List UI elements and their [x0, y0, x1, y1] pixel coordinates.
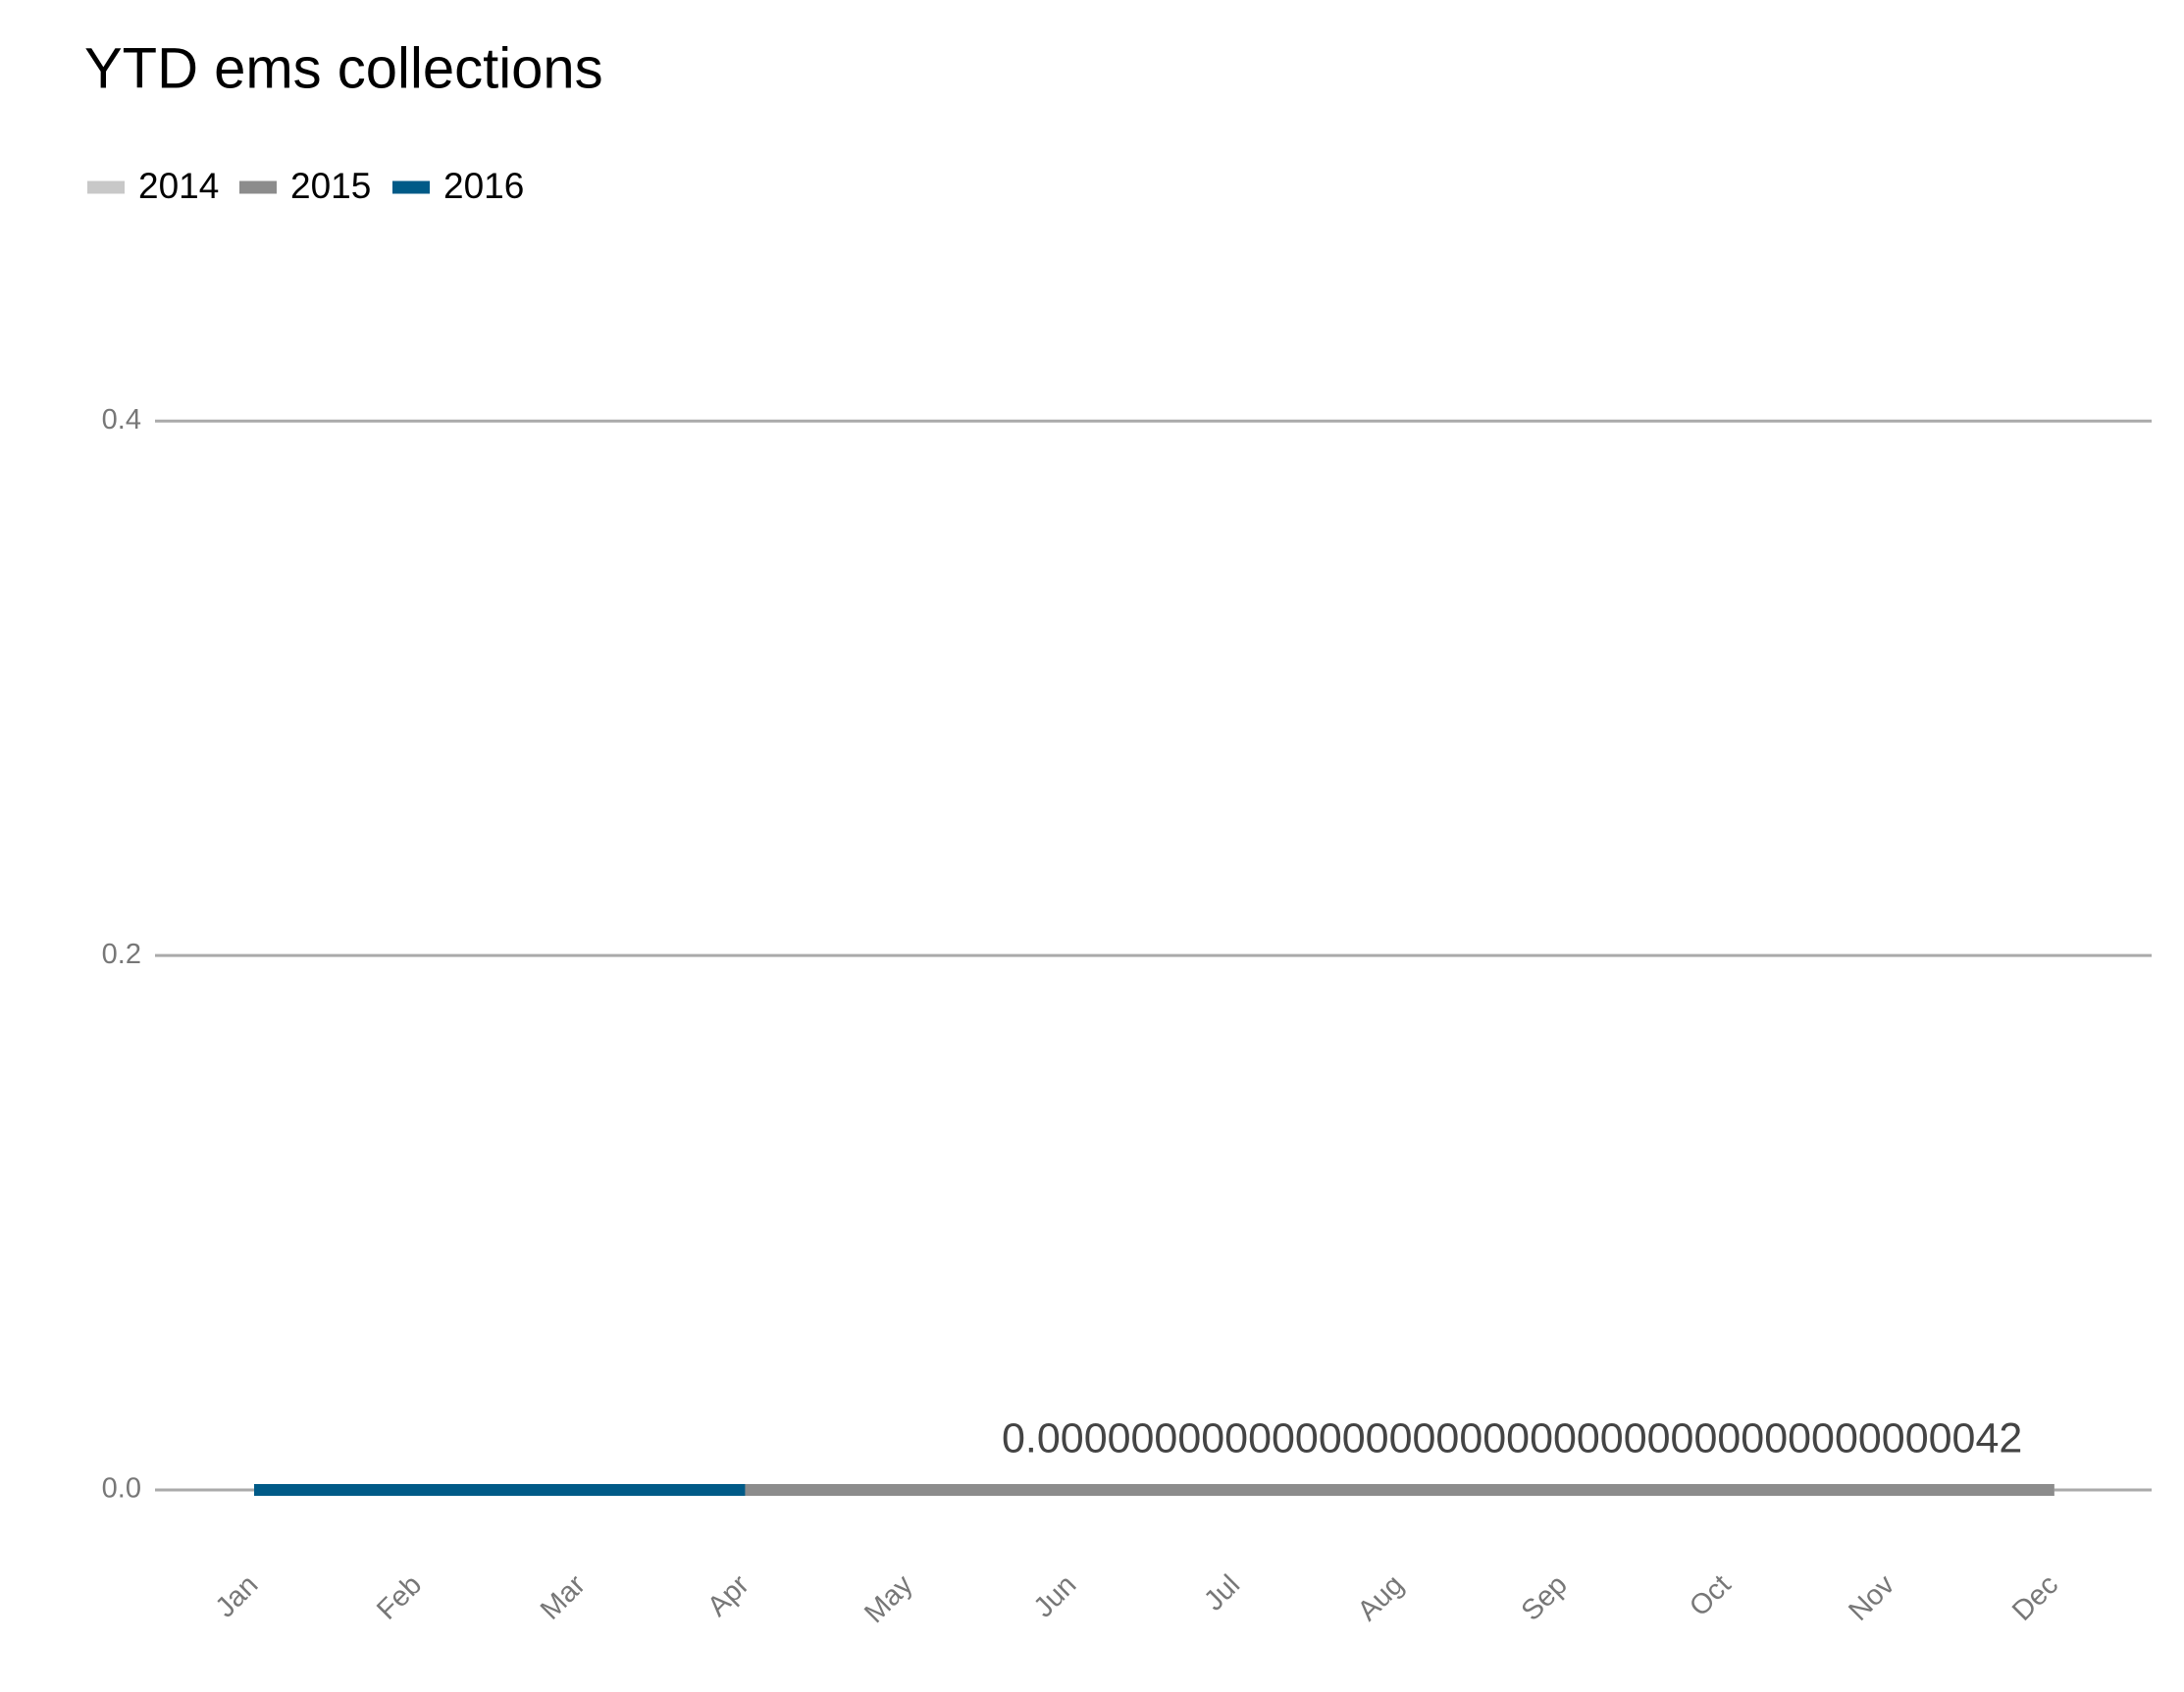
- x-tick-label: Jul: [1198, 1569, 1246, 1617]
- y-tick-label: 0.2: [102, 939, 141, 970]
- legend-label: 2015: [290, 166, 371, 206]
- x-tick-label: Mar: [535, 1569, 592, 1626]
- x-tick-label: Apr: [702, 1569, 755, 1623]
- x-tick-label: Feb: [371, 1569, 428, 1626]
- x-tick-label: Jan: [210, 1569, 265, 1624]
- x-tick-label: Dec: [2006, 1569, 2064, 1627]
- x-tick-label: Nov: [1843, 1568, 1900, 1626]
- data-labels: 0.00000000000000000000000000000000000000…: [1002, 1414, 2022, 1461]
- grid: [155, 419, 2152, 1492]
- x-tick-label: May: [858, 1568, 919, 1629]
- x-tick-label: Aug: [1352, 1569, 1410, 1627]
- data-label: 0.00000000000000000000000000000000000000…: [1002, 1414, 2022, 1461]
- y-tick-label: 0.4: [102, 404, 141, 436]
- x-tick-label: Oct: [1684, 1569, 1738, 1623]
- x-tick-label: Sep: [1516, 1569, 1574, 1627]
- legend-label: 2016: [443, 166, 524, 206]
- chart-title: YTD ems collections: [84, 36, 603, 100]
- y-tick-label: 0.0: [102, 1473, 141, 1505]
- legend-label: 2014: [138, 166, 219, 206]
- x-tick-label: Jun: [1028, 1569, 1083, 1624]
